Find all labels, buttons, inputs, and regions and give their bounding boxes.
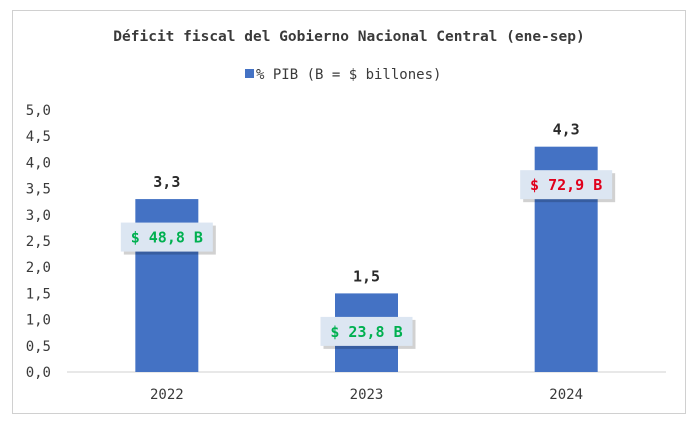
amount-callout-box: [520, 170, 613, 200]
value-label: 1,5: [353, 267, 380, 285]
legend-swatch: [245, 69, 254, 78]
y-tick-label: 3,5: [26, 182, 51, 198]
amount-callout: $ 23,8 B: [320, 316, 416, 349]
x-tick-label: 2023: [350, 387, 384, 403]
y-tick-label: 2,5: [26, 234, 51, 250]
amount-callout: $ 48,8 B: [120, 222, 216, 255]
amount-callout: $ 72,9 B: [520, 170, 616, 203]
amount-callout-box: [120, 222, 213, 252]
value-label: 4,3: [553, 121, 580, 139]
y-tick-label: 2,0: [26, 260, 51, 276]
value-label: 3,3: [153, 173, 180, 191]
chart-title: Déficit fiscal del Gobierno Nacional Cen…: [113, 29, 584, 45]
legend-label: % PIB (B = $ billones): [256, 67, 441, 83]
y-tick-label: 1,5: [26, 286, 51, 302]
x-tick-label: 2022: [150, 387, 184, 403]
y-tick-label: 1,0: [26, 313, 51, 329]
y-tick-label: 4,0: [26, 155, 51, 171]
amount-callout-box: [320, 316, 413, 346]
labels-group: 3,3 $ 48,8 B 1,5 $ 23,8 B 4,3 $ 72,9 B: [120, 121, 616, 349]
y-tick-label: 4,5: [26, 129, 51, 145]
amount-label: $ 23,8 B: [330, 323, 402, 341]
amount-label: $ 48,8 B: [131, 229, 203, 247]
y-tick-label: 3,0: [26, 208, 51, 224]
amount-label: $ 72,9 B: [530, 176, 602, 194]
y-tick-label: 0,0: [26, 365, 51, 381]
y-tick-label: 5,0: [26, 103, 51, 119]
x-tick-label: 2024: [549, 387, 583, 403]
y-tick-label: 0,5: [26, 339, 51, 355]
